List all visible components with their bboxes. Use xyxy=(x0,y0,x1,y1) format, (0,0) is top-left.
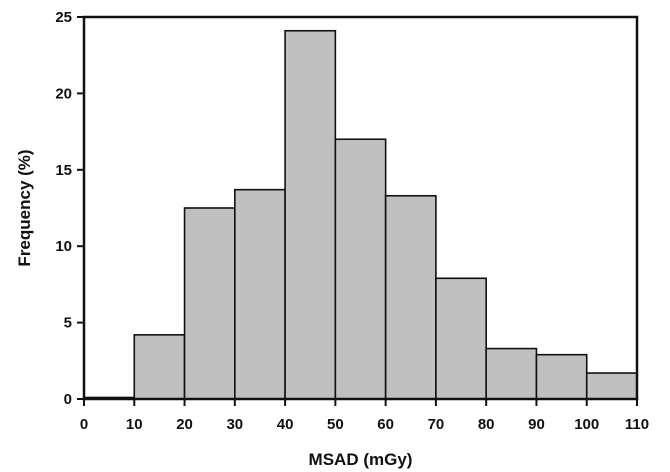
bar-50-60 xyxy=(334,138,387,400)
x-tick-label: 40 xyxy=(277,416,294,433)
x-axis-ticks: 0 10 20 30 40 50 60 70 80 90 100 110 xyxy=(80,399,649,433)
x-tick-label: 60 xyxy=(377,416,394,433)
y-tick-label: 25 xyxy=(55,9,72,26)
x-tick-label: 110 xyxy=(625,416,649,433)
y-axis-ticks: 0 5 10 15 20 25 xyxy=(55,9,84,408)
x-tick-label: 90 xyxy=(528,416,545,433)
plot-frame xyxy=(82,15,639,401)
x-tick-label: 100 xyxy=(574,416,599,433)
bar-10-20 xyxy=(133,334,186,400)
x-tick-label: 80 xyxy=(478,416,495,433)
bar-40-50 xyxy=(284,29,337,400)
y-tick-label: 15 xyxy=(55,162,72,179)
x-tick-label: 50 xyxy=(327,416,344,433)
y-tick-label: 10 xyxy=(55,238,72,255)
bars-group xyxy=(83,29,638,400)
x-tick-label: 0 xyxy=(80,416,88,433)
bar-90-100 xyxy=(535,353,588,400)
bar-20-30 xyxy=(183,207,236,400)
y-tick-label: 0 xyxy=(64,391,72,408)
x-axis-title: MSAD (mGy) xyxy=(309,450,413,469)
bar-60-70 xyxy=(384,194,437,400)
x-tick-label: 30 xyxy=(226,416,243,433)
x-tick-label: 10 xyxy=(126,416,143,433)
y-tick-label: 5 xyxy=(64,315,72,332)
x-tick-label: 20 xyxy=(176,416,193,433)
bar-70-80 xyxy=(435,277,487,400)
bar-30-40 xyxy=(234,188,286,400)
bar-100-110 xyxy=(585,372,638,400)
bar-80-90 xyxy=(485,347,538,400)
x-tick-label: 70 xyxy=(428,416,445,433)
y-tick-label: 20 xyxy=(55,85,72,102)
y-axis-title: Frequency (%) xyxy=(15,149,34,266)
